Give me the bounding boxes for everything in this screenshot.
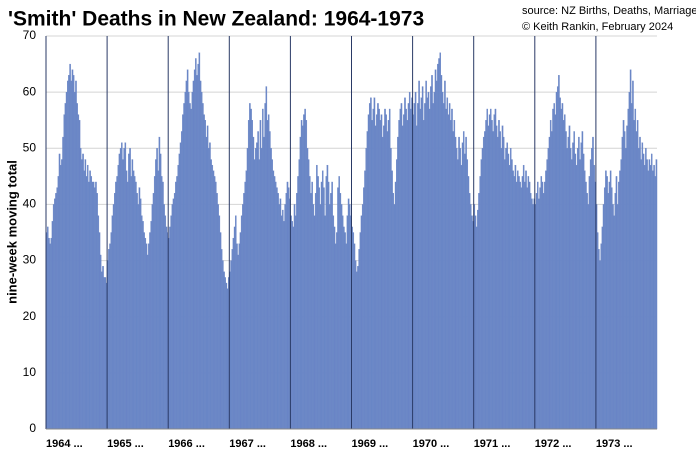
x-tick-label: 1973 ... [596,438,633,450]
y-tick-label: 10 [23,365,37,379]
chart-title: 'Smith' Deaths in New Zealand: 1964-1973 [8,8,424,31]
x-tick-label: 1965 ... [107,438,144,450]
y-tick-label: 40 [23,197,37,211]
y-tick-label: 0 [29,421,36,435]
y-tick-label: 20 [23,309,37,323]
x-tick-label: 1964 ... [46,438,83,450]
y-tick-label: 60 [23,84,37,98]
y-tick-label: 30 [23,253,37,267]
x-tick-label: 1969 ... [352,438,389,450]
x-tick-label: 1972 ... [535,438,572,450]
x-tick-label: 1968 ... [290,438,327,450]
bars [45,52,658,430]
x-tick-label: 1971 ... [474,438,511,450]
y-tick-label: 70 [23,28,37,42]
bar [655,159,658,430]
x-tick-label: 1966 ... [168,438,205,450]
y-axis-label: nine-week moving total [4,160,19,304]
x-tick-label: 1967 ... [229,438,266,450]
axes: 0 10 20 30 40 50 60 70 1964 ... 1965 ... 1966 ... 1… [23,28,657,450]
x-tick-label: 1970 ... [413,438,450,450]
y-tick-label: 50 [23,140,37,154]
source-note: source: NZ Births, Deaths, Marriages [522,5,696,17]
copyright-note: © Keith Rankin, February 2024 [522,21,673,33]
